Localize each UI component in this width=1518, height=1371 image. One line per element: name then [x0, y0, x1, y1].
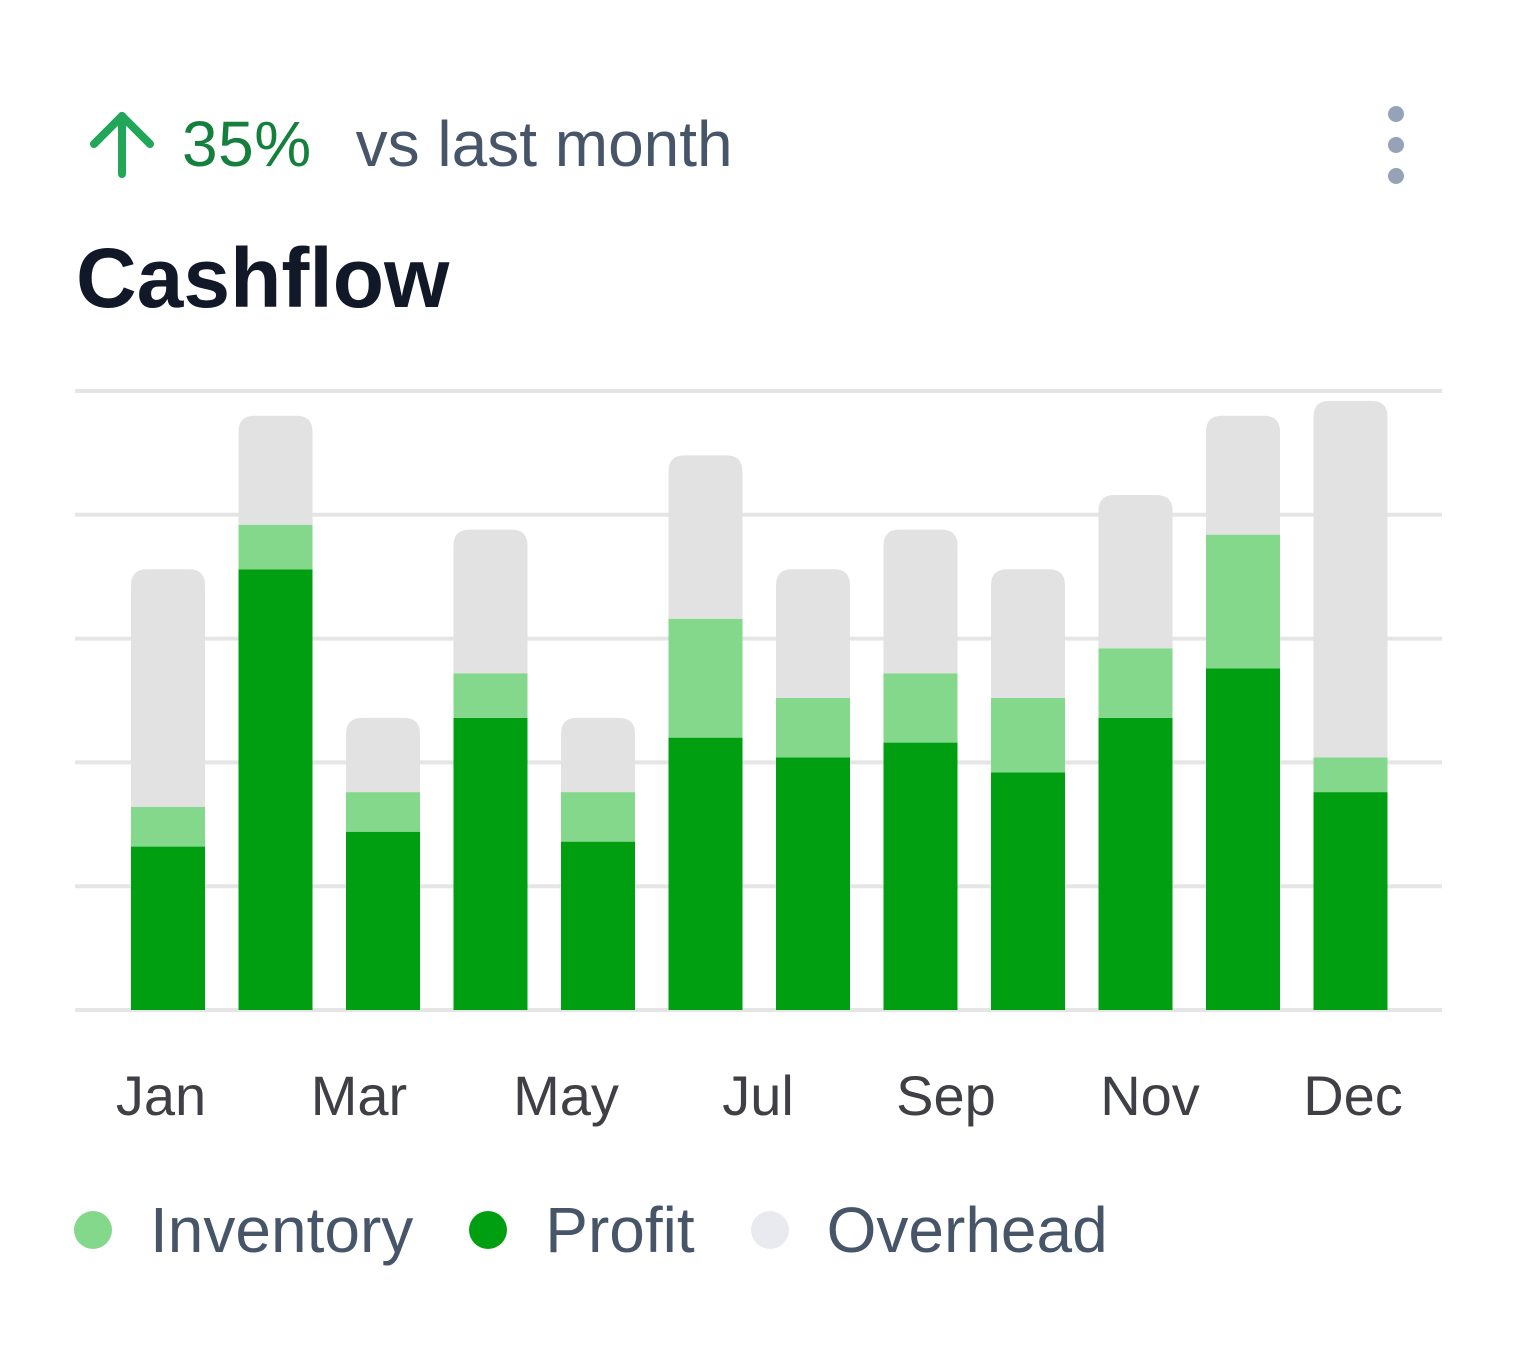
bar-profit-mar[interactable]: [346, 831, 420, 1010]
x-tick-label-nov: Nov: [1100, 1064, 1200, 1127]
bar-group-jan[interactable]: [131, 569, 205, 1010]
bar-group-aug[interactable]: [883, 529, 958, 1010]
bar-profit-oct[interactable]: [1098, 717, 1173, 1010]
x-tick-label-dec: Dec: [1303, 1064, 1403, 1127]
bar-overhead-nov[interactable]: [1206, 415, 1280, 535]
chart-title: Cashflow: [76, 231, 450, 325]
bar-group-oct[interactable]: [1098, 494, 1173, 1010]
cashflow-chart: Jan Mar May Jul Sep Nov Dec: [75, 389, 1442, 1127]
bar-profit-feb[interactable]: [238, 569, 313, 1010]
legend-swatch-inventory: [74, 1211, 112, 1249]
bar-group-jul[interactable]: [776, 569, 850, 1010]
legend-label-overhead: Overhead: [826, 1194, 1108, 1266]
more-vertical-icon: [1388, 106, 1404, 122]
bar-group-may[interactable]: [561, 717, 635, 1010]
chart-legend: Inventory Profit Overhead: [74, 1190, 1164, 1270]
bar-inventory-aug[interactable]: [883, 673, 958, 743]
bar-overhead-sep[interactable]: [991, 569, 1065, 699]
bar-overhead-dec[interactable]: [1313, 400, 1388, 758]
menu-dot: [1388, 168, 1404, 184]
x-tick-label-mar: Mar: [311, 1064, 407, 1127]
bar-profit-jan[interactable]: [131, 846, 205, 1010]
bar-overhead-feb[interactable]: [238, 415, 313, 525]
arrow-up-icon: [90, 112, 154, 178]
bar-profit-jul[interactable]: [776, 757, 850, 1010]
bar-overhead-jan[interactable]: [131, 569, 205, 807]
legend-item-inventory[interactable]: Inventory: [74, 1193, 413, 1267]
menu-dot: [1388, 137, 1404, 153]
bar-inventory-jul[interactable]: [776, 698, 850, 758]
more-options-button[interactable]: [1376, 100, 1416, 190]
bar-group-mar[interactable]: [346, 717, 420, 1010]
bar-profit-aug[interactable]: [883, 742, 958, 1010]
bar-profit-jun[interactable]: [668, 737, 743, 1010]
x-tick-label-jan: Jan: [116, 1064, 206, 1127]
bar-inventory-dec[interactable]: [1313, 757, 1388, 793]
bar-inventory-jan[interactable]: [131, 806, 205, 847]
bar-group-feb[interactable]: [238, 415, 313, 1010]
legend-label-inventory: Inventory: [150, 1194, 414, 1266]
bar-inventory-jun[interactable]: [668, 618, 743, 738]
bar-overhead-jul[interactable]: [776, 569, 850, 699]
legend-swatch-overhead: [750, 1211, 789, 1249]
bar-inventory-feb[interactable]: [238, 524, 313, 570]
trend-percentage: 35%: [182, 108, 312, 180]
bar-profit-apr[interactable]: [453, 717, 528, 1010]
bar-group-sep[interactable]: [991, 569, 1065, 1010]
x-tick-label-may: May: [513, 1064, 619, 1127]
x-tick-label-jul: Jul: [722, 1064, 794, 1127]
bar-group-nov[interactable]: [1206, 415, 1280, 1010]
legend-swatch-profit: [469, 1211, 508, 1249]
trend-caption: vs last month: [355, 108, 733, 180]
bar-overhead-mar[interactable]: [346, 717, 420, 793]
bar-inventory-apr[interactable]: [453, 673, 528, 718]
bar-inventory-may[interactable]: [561, 792, 635, 842]
bar-group-dec[interactable]: [1313, 400, 1388, 1010]
trend-indicator: 35% vs last month: [84, 104, 733, 184]
legend-item-profit[interactable]: Profit: [469, 1193, 695, 1267]
bar-inventory-oct[interactable]: [1098, 648, 1173, 718]
bar-profit-nov[interactable]: [1206, 668, 1280, 1010]
legend-item-overhead[interactable]: Overhead: [750, 1193, 1108, 1267]
bar-inventory-mar[interactable]: [346, 792, 420, 832]
legend-label-profit: Profit: [545, 1194, 695, 1266]
bar-inventory-sep[interactable]: [991, 698, 1065, 773]
bar-overhead-may[interactable]: [561, 717, 635, 793]
bar-profit-dec[interactable]: [1313, 792, 1388, 1010]
bar-group-apr[interactable]: [453, 529, 528, 1010]
bar-overhead-apr[interactable]: [453, 529, 528, 674]
bar-profit-may[interactable]: [561, 841, 635, 1010]
bar-overhead-oct[interactable]: [1098, 494, 1173, 649]
x-tick-label-sep: Sep: [896, 1064, 996, 1127]
bar-group-jun[interactable]: [668, 455, 743, 1010]
bar-inventory-nov[interactable]: [1206, 534, 1280, 669]
bar-overhead-jun[interactable]: [668, 455, 743, 619]
bar-overhead-aug[interactable]: [883, 529, 958, 674]
bar-profit-sep[interactable]: [991, 772, 1065, 1010]
